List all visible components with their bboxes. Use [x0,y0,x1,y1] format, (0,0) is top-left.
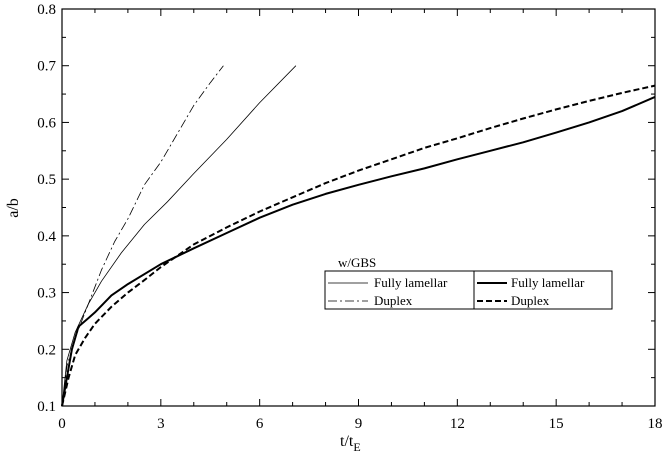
x-axis-label-subscript: E [353,440,360,454]
series-lines [61,65,656,407]
y-tick-label: 0.8 [37,2,56,18]
legend-heading: w/GBS [338,255,376,270]
x-tick-label: 15 [549,416,564,432]
y-tick-label: 0.4 [37,229,56,245]
y-tick-label: 0.5 [37,172,56,188]
x-tick-label: 12 [450,416,465,432]
y-tick-label: 0.2 [37,342,56,358]
legend-label-fully-lamellar-right: Fully lamellar [511,275,585,290]
x-axis-label-main: t/t [340,433,354,450]
axis-ticks [61,8,656,407]
x-tick-label: 3 [157,416,165,432]
legend: w/GBS Fully lamellar Duplex Fully lamell… [324,255,613,310]
x-tick-label: 6 [256,416,264,432]
legend-label-fully-lamellar-left: Fully lamellar [374,275,448,290]
x-tick-label: 18 [648,416,663,432]
x-tick-label: 9 [355,416,363,432]
series-line-fully-lamellar-right [61,95,656,407]
y-tick-label: 0.6 [37,115,56,131]
axis-tick-labels: 0 3 6 9 12 15 18 0.1 0.2 0.3 0.4 0.5 0.6 0.7 0.8 [37,2,662,432]
series-line-duplex-right [61,84,656,407]
legend-box-left [324,270,475,310]
x-tick-label: 0 [58,416,66,432]
series-line-duplex-left [61,65,224,407]
y-axis-label: a/b [5,198,22,218]
x-axis-label: t/tE [340,433,361,454]
series-line-fully-lamellar-left [61,65,297,407]
y-tick-label: 0.7 [37,59,56,75]
legend-label-duplex-right: Duplex [511,293,550,308]
legend-label-duplex-left: Duplex [374,293,413,308]
y-tick-label: 0.1 [37,399,56,415]
legend-box-right [473,270,613,310]
plot-frame [61,8,656,407]
y-tick-label: 0.3 [37,286,56,302]
